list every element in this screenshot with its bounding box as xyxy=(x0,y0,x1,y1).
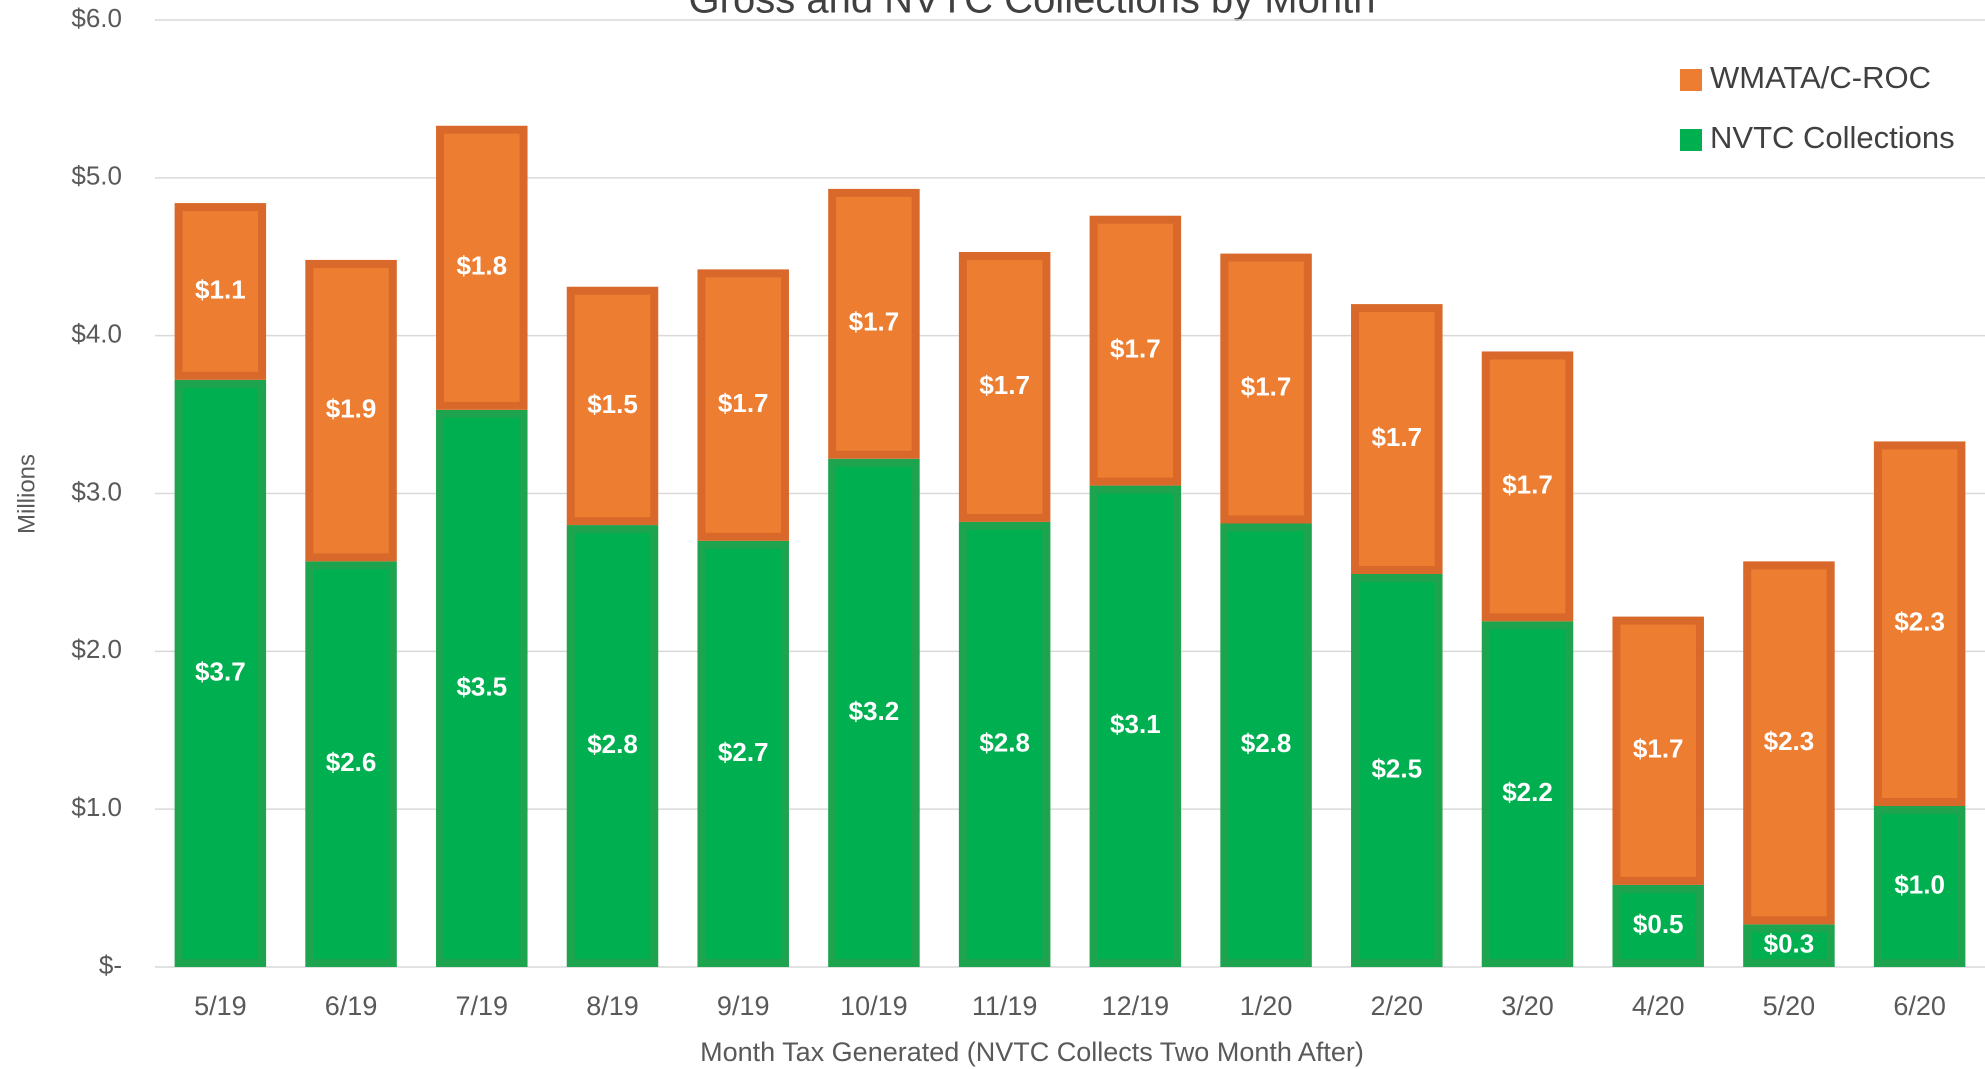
data-label: $3.2 xyxy=(849,696,900,726)
bar-segment xyxy=(697,269,789,541)
x-tick-label: 6/20 xyxy=(1893,991,1946,1021)
bar-segment xyxy=(1220,253,1312,524)
y-tick-label: $6.0 xyxy=(71,3,122,33)
data-label: $1.8 xyxy=(456,251,507,281)
legend-swatch xyxy=(1680,129,1702,151)
data-label: $3.7 xyxy=(195,656,246,686)
x-tick-label: 5/20 xyxy=(1763,991,1816,1021)
legend-swatch xyxy=(1680,69,1702,91)
bar-segment xyxy=(174,203,267,380)
bar-segment xyxy=(305,561,397,967)
bar-segment xyxy=(436,409,528,967)
y-tick-label: $5.0 xyxy=(71,161,122,191)
data-label: $0.3 xyxy=(1764,929,1815,959)
bar-segment xyxy=(828,458,920,967)
bar-segment xyxy=(1743,561,1835,925)
bar-segment xyxy=(1089,485,1182,967)
bar-segment xyxy=(958,521,1051,967)
bar-segment xyxy=(1612,616,1704,885)
x-tick-label: 6/19 xyxy=(325,991,378,1021)
bar-segment xyxy=(1481,351,1574,622)
bar-segment xyxy=(566,525,659,967)
x-tick-label: 7/19 xyxy=(456,991,509,1021)
bar-segment xyxy=(1873,806,1966,968)
data-label: $0.5 xyxy=(1633,909,1684,939)
bar-segment xyxy=(828,188,920,459)
data-label: $2.3 xyxy=(1764,726,1815,756)
data-label: $1.7 xyxy=(849,307,900,337)
x-tick-label: 11/19 xyxy=(972,991,1038,1021)
x-tick-label: 5/19 xyxy=(194,991,247,1021)
x-tick-label: 12/19 xyxy=(1102,991,1170,1021)
bar-segment xyxy=(436,125,528,410)
y-tick-label: $1.0 xyxy=(71,792,122,822)
data-label: $3.5 xyxy=(456,671,507,701)
x-tick-label: 4/20 xyxy=(1632,991,1685,1021)
data-label: $2.8 xyxy=(1241,728,1292,758)
data-label: $2.3 xyxy=(1894,607,1945,637)
y-tick-label: $3.0 xyxy=(71,476,122,506)
data-label: $1.1 xyxy=(195,274,246,304)
data-label: $1.7 xyxy=(979,370,1030,400)
x-tick-label: 9/19 xyxy=(717,991,770,1021)
bar-segment xyxy=(958,252,1051,522)
bar-segment xyxy=(1873,441,1966,807)
y-tick-label: $- xyxy=(99,950,122,980)
y-tick-label: $4.0 xyxy=(71,319,122,349)
bar-segment xyxy=(1351,573,1443,967)
data-label: $2.7 xyxy=(718,737,769,767)
data-label: $3.1 xyxy=(1110,709,1161,739)
data-label: $1.0 xyxy=(1894,869,1945,899)
x-tick-label: 3/20 xyxy=(1501,991,1554,1021)
data-label: $1.9 xyxy=(326,394,377,424)
data-label: $2.8 xyxy=(979,727,1030,757)
y-axis-label: Millions xyxy=(13,454,40,534)
bar-segment xyxy=(305,259,397,562)
bar-segment xyxy=(1089,215,1182,486)
bar-segment xyxy=(174,379,267,967)
bar-segment xyxy=(1743,924,1835,968)
bar-segment xyxy=(697,540,789,967)
x-tick-label: 1/20 xyxy=(1240,991,1293,1021)
x-tick-label: 10/19 xyxy=(840,991,908,1021)
bar-segment xyxy=(1612,884,1704,968)
data-label: $2.2 xyxy=(1502,777,1553,807)
data-label: $2.8 xyxy=(587,729,638,759)
data-label: $2.6 xyxy=(326,747,377,777)
legend-label: WMATA/C-ROC xyxy=(1710,60,1931,95)
x-tick-label: 8/19 xyxy=(586,991,639,1021)
data-label: $1.7 xyxy=(1241,371,1292,401)
bar-segment xyxy=(566,286,659,526)
data-label: $1.7 xyxy=(1633,734,1684,764)
chart-title: Gross and NVTC Collections by Month xyxy=(689,0,1376,22)
bar-segment xyxy=(1351,304,1443,574)
data-label: $2.5 xyxy=(1371,753,1422,783)
data-label: $1.5 xyxy=(587,389,638,419)
data-label: $1.7 xyxy=(718,388,769,418)
x-tick-label: 2/20 xyxy=(1371,991,1424,1021)
data-label: $1.7 xyxy=(1371,422,1422,452)
x-axis-label: Month Tax Generated (NVTC Collects Two M… xyxy=(700,1037,1364,1067)
legend-label: NVTC Collections xyxy=(1710,120,1955,155)
data-label: $1.7 xyxy=(1110,334,1161,364)
data-label: $1.7 xyxy=(1502,469,1553,499)
bar-segment xyxy=(1220,523,1312,967)
y-tick-label: $2.0 xyxy=(71,634,122,664)
bar-segment xyxy=(1481,621,1574,967)
